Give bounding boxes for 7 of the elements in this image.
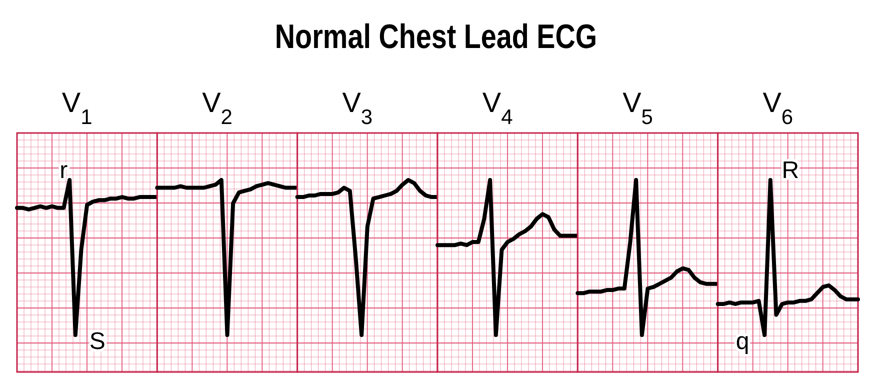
chart-title: V$_{3}$ xyxy=(342,87,373,128)
chart-title: V$_{1}$ xyxy=(62,87,92,128)
chart-title: V$_{4}$ xyxy=(482,87,514,128)
chart-title: V$_{6}$ xyxy=(762,87,794,128)
chart-title: V$_{5}$ xyxy=(622,87,653,128)
chart-title: V$_{2}$ xyxy=(202,87,232,128)
text: Normal Chest Lead ECG xyxy=(274,17,598,56)
